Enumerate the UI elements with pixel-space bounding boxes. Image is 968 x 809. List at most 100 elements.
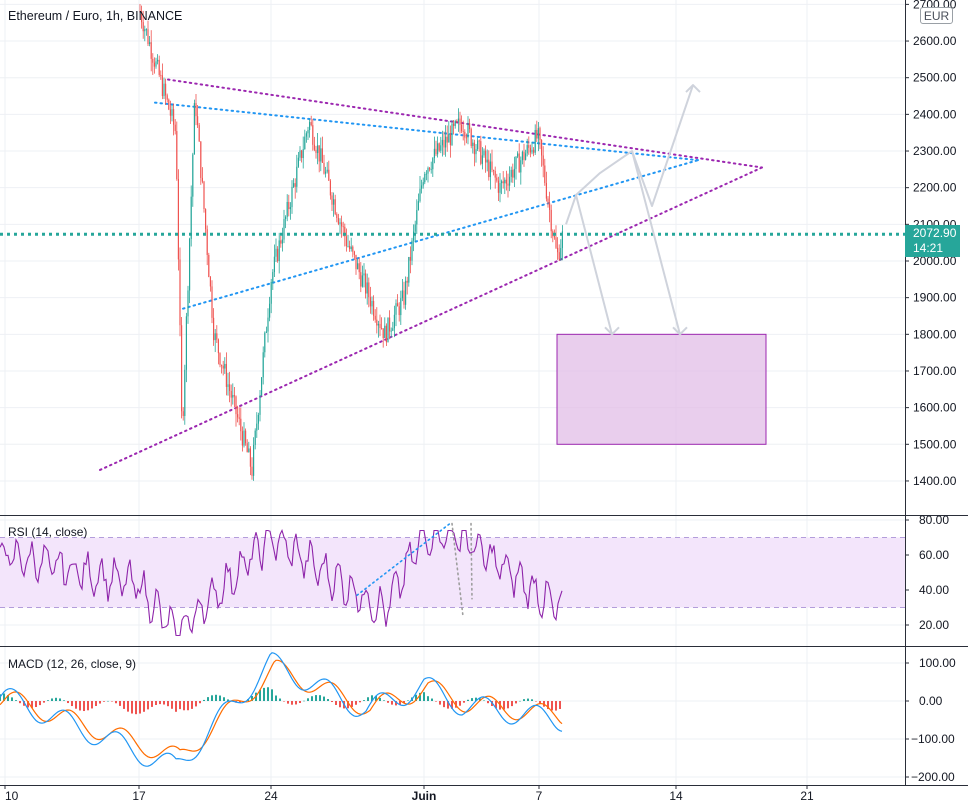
macd-histogram-bar	[47, 700, 49, 701]
macd-histogram-bar	[311, 696, 313, 701]
macd-histogram-bar	[359, 701, 361, 703]
macd-histogram-bar	[271, 689, 273, 701]
macd-histogram-bar	[111, 701, 113, 702]
candle-body	[457, 118, 459, 122]
candle-body	[521, 151, 523, 161]
candle-body	[429, 167, 431, 170]
candle-body	[201, 177, 203, 182]
rsi-line	[0, 529, 563, 637]
macd-histogram-bar	[211, 695, 213, 701]
macd-histogram-bar	[395, 701, 397, 706]
macd-histogram-bar	[507, 701, 509, 709]
macd-histogram-bar	[163, 701, 165, 705]
macd-histogram-bar	[263, 687, 265, 701]
macd-histogram-bar	[447, 701, 449, 709]
candle-body	[446, 136, 448, 143]
projection-path-1	[565, 194, 613, 335]
macd-axis-label: −100.00	[911, 732, 955, 746]
currency-badge[interactable]: EUR	[920, 7, 953, 24]
macd-histogram-bar	[355, 701, 357, 705]
candle-body	[334, 199, 336, 215]
macd-histogram-bar	[127, 701, 129, 712]
candle-body	[435, 148, 437, 155]
candle-body	[526, 145, 528, 154]
candle-body	[219, 353, 221, 365]
candle-body	[382, 328, 384, 339]
candle-body	[544, 165, 546, 183]
candle-body	[240, 418, 242, 432]
macd-histogram-bar	[527, 698, 529, 701]
candle-body	[528, 145, 530, 148]
candle-body	[153, 62, 155, 67]
candle-body	[459, 118, 461, 125]
candle-body	[443, 139, 445, 148]
candle-body	[342, 226, 344, 228]
candle-body	[483, 150, 485, 156]
candle-body	[312, 125, 314, 145]
macd-histogram-bar	[551, 701, 553, 711]
candle-body	[403, 290, 405, 305]
candle-body	[542, 155, 544, 166]
candle-body	[497, 180, 499, 193]
candle-body	[286, 201, 288, 217]
candle-body	[502, 181, 504, 184]
upper-trendline	[167, 78, 763, 169]
candle-body	[152, 58, 154, 63]
macd-histogram-bar	[183, 701, 185, 711]
macd-histogram-bar	[479, 698, 481, 701]
candle-body	[437, 143, 439, 155]
candle-body	[397, 303, 399, 307]
time-axis-label: 14	[669, 789, 683, 803]
candle-body	[157, 59, 159, 62]
macd-histogram-bar	[375, 696, 377, 701]
candle-body	[501, 181, 503, 184]
price-axis-label: 1800.00	[913, 327, 957, 341]
candle-body	[448, 133, 450, 143]
price-axis-label: 2500.00	[913, 71, 957, 85]
macd-histogram-bar	[67, 701, 69, 704]
candle-body	[374, 315, 376, 320]
price-axis-label: 2300.00	[913, 144, 957, 158]
drawing-shapes	[99, 78, 767, 471]
candle-body	[336, 214, 338, 219]
candle-body	[531, 149, 533, 153]
candle-body	[253, 444, 255, 476]
candle-body	[224, 363, 226, 369]
candle-body	[512, 169, 514, 178]
macd-histogram-bar	[103, 701, 105, 702]
projection-path-2	[575, 150, 681, 335]
candle-body	[349, 245, 351, 250]
macd-histogram-bar	[315, 695, 317, 701]
candle-body	[190, 196, 192, 239]
candle-body	[179, 259, 181, 326]
candle-body	[545, 182, 547, 199]
candle-body	[557, 247, 559, 253]
candle-body	[384, 325, 386, 339]
macd-histogram-bar	[227, 699, 229, 701]
macd-histogram-bar	[295, 701, 297, 705]
candle-body	[454, 121, 456, 126]
candle-body	[379, 323, 381, 328]
candle-body	[553, 236, 555, 238]
macd-histogram-bar	[71, 701, 73, 707]
macd-histogram-bar	[459, 701, 461, 706]
candle-body	[177, 179, 179, 260]
macd-histogram-bar	[423, 692, 425, 701]
candle-body	[278, 240, 280, 262]
macd-histogram-bar	[367, 697, 369, 701]
macd-histogram-bar	[275, 695, 277, 701]
candle-body	[291, 186, 293, 208]
macd-histogram-bar	[83, 701, 85, 712]
candle-body	[405, 280, 407, 305]
macd-histogram-bar	[167, 701, 169, 707]
candle-body	[494, 170, 496, 178]
candle-body	[529, 147, 531, 153]
candle-body	[203, 181, 205, 210]
candle-body	[272, 272, 274, 282]
candle-body	[221, 364, 223, 366]
candle-body	[419, 188, 421, 202]
candle-body	[150, 42, 152, 59]
candle-body	[558, 252, 560, 260]
macd-histogram-bar	[107, 700, 109, 702]
